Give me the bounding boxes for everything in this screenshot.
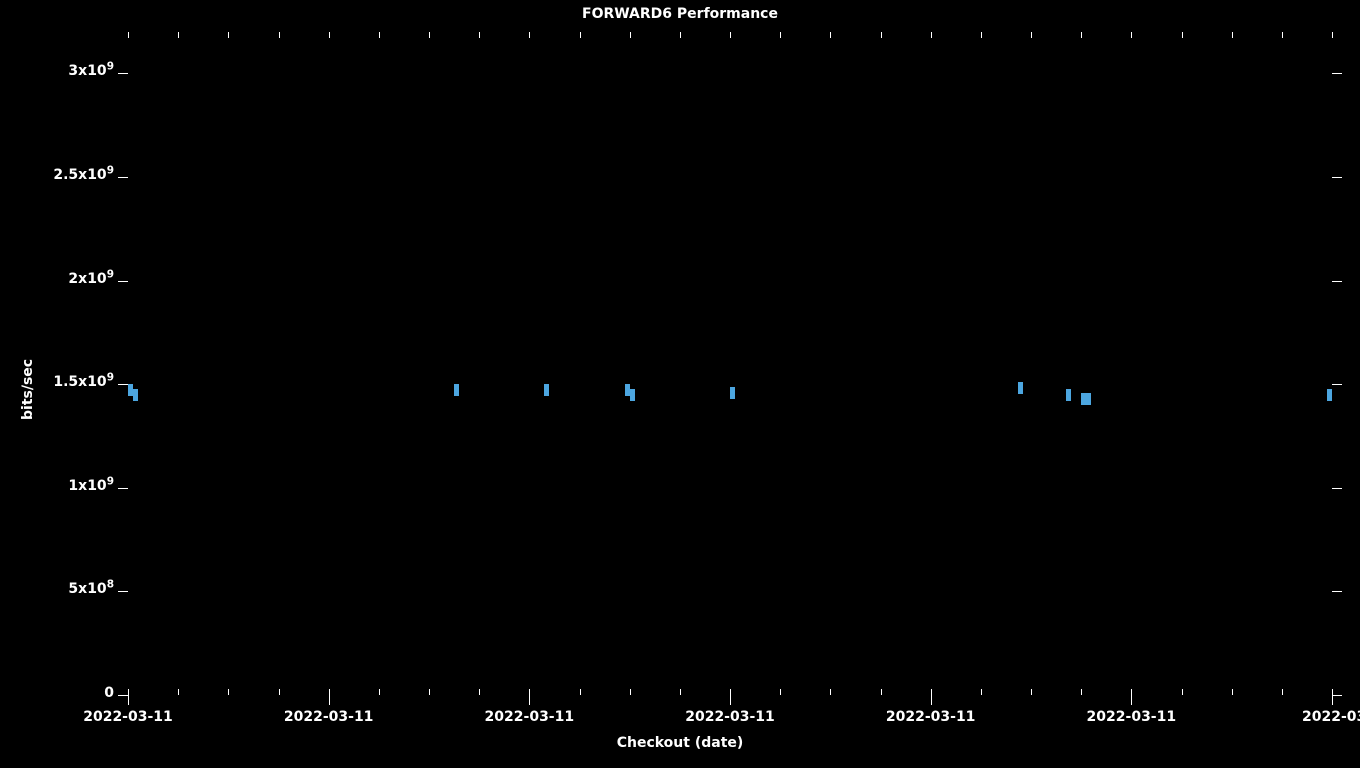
x-tick-minor: [830, 32, 831, 38]
x-tick-minor: [730, 32, 731, 38]
x-tick-label: 2022-03-11: [269, 709, 389, 725]
y-tick: [118, 488, 128, 489]
y-tick-label: 2.5x109: [53, 167, 114, 183]
x-tick-minor: [1332, 32, 1333, 38]
data-point: [454, 384, 459, 396]
x-tick-minor: [981, 32, 982, 38]
x-axis-label: Checkout (date): [0, 735, 1360, 751]
chart-container: FORWARD6 Performance bits/sec Checkout (…: [0, 0, 1360, 768]
x-tick-minor: [630, 32, 631, 38]
x-tick-minor: [1081, 32, 1082, 38]
y-tick-label: 0: [104, 685, 114, 701]
y-tick: [118, 177, 128, 178]
data-point: [630, 389, 635, 401]
y-tick-label: 2x109: [68, 271, 114, 287]
data-point: [1086, 393, 1091, 405]
x-tick-label: 2022-03-11: [1071, 709, 1191, 725]
x-tick-minor: [178, 689, 179, 695]
x-tick-minor: [1232, 32, 1233, 38]
x-tick: [128, 695, 129, 705]
x-tick-minor: [1031, 32, 1032, 38]
x-tick: [1131, 695, 1132, 705]
x-tick-minor: [479, 689, 480, 695]
y-tick: [1332, 695, 1342, 696]
x-tick-label: 2022-03-11: [670, 709, 790, 725]
x-tick-label: 2022-03-1: [1302, 709, 1360, 725]
y-tick: [1332, 488, 1342, 489]
x-tick-minor: [1081, 689, 1082, 695]
x-tick-label: 2022-03-11: [871, 709, 991, 725]
x-tick-minor: [529, 32, 530, 38]
x-tick-minor: [228, 32, 229, 38]
y-tick: [1332, 177, 1342, 178]
x-tick-minor: [1282, 689, 1283, 695]
x-tick-minor: [830, 689, 831, 695]
x-tick-minor: [931, 32, 932, 38]
x-tick-minor: [1182, 689, 1183, 695]
x-tick-minor: [780, 32, 781, 38]
x-tick-minor: [981, 689, 982, 695]
x-tick-minor: [881, 32, 882, 38]
x-tick: [931, 695, 932, 705]
x-tick-minor: [178, 32, 179, 38]
x-tick-minor: [228, 689, 229, 695]
y-axis-label: bits/sec: [20, 359, 36, 420]
x-tick-minor: [580, 689, 581, 695]
data-point: [1018, 382, 1023, 394]
y-tick: [1332, 591, 1342, 592]
chart-title: FORWARD6 Performance: [0, 6, 1360, 22]
x-tick-minor: [279, 689, 280, 695]
x-tick: [529, 695, 530, 705]
x-tick-minor: [1031, 689, 1032, 695]
x-tick-minor: [580, 32, 581, 38]
data-point: [133, 389, 138, 401]
x-tick-minor: [379, 689, 380, 695]
x-tick-label: 2022-03-11: [469, 709, 589, 725]
data-point: [1066, 389, 1071, 401]
plot-area: [128, 32, 1332, 695]
x-tick-minor: [128, 32, 129, 38]
x-tick-minor: [1182, 32, 1183, 38]
x-tick-minor: [680, 689, 681, 695]
x-tick-minor: [479, 32, 480, 38]
x-tick-minor: [780, 689, 781, 695]
x-tick-label: 2022-03-11: [68, 709, 188, 725]
y-tick-label: 1x109: [68, 478, 114, 494]
x-tick-minor: [279, 32, 280, 38]
x-tick: [730, 695, 731, 705]
x-tick: [1332, 695, 1333, 705]
x-tick-minor: [1282, 32, 1283, 38]
data-point: [544, 384, 549, 396]
x-tick-minor: [429, 689, 430, 695]
y-tick: [1332, 384, 1342, 385]
x-tick: [329, 695, 330, 705]
y-tick: [118, 73, 128, 74]
x-tick-minor: [881, 689, 882, 695]
y-tick: [1332, 73, 1342, 74]
data-point: [1327, 389, 1332, 401]
x-tick-minor: [329, 32, 330, 38]
y-tick-label: 1.5x109: [53, 374, 114, 390]
x-tick-minor: [429, 32, 430, 38]
y-tick-label: 3x109: [68, 63, 114, 79]
data-point: [730, 387, 735, 399]
x-tick-minor: [1232, 689, 1233, 695]
x-tick-minor: [379, 32, 380, 38]
x-tick-minor: [630, 689, 631, 695]
y-tick: [118, 384, 128, 385]
x-tick-minor: [680, 32, 681, 38]
y-tick: [118, 281, 128, 282]
x-tick-minor: [1131, 32, 1132, 38]
y-tick: [1332, 281, 1342, 282]
y-tick: [118, 591, 128, 592]
y-tick: [118, 695, 128, 696]
y-tick-label: 5x108: [68, 581, 114, 597]
